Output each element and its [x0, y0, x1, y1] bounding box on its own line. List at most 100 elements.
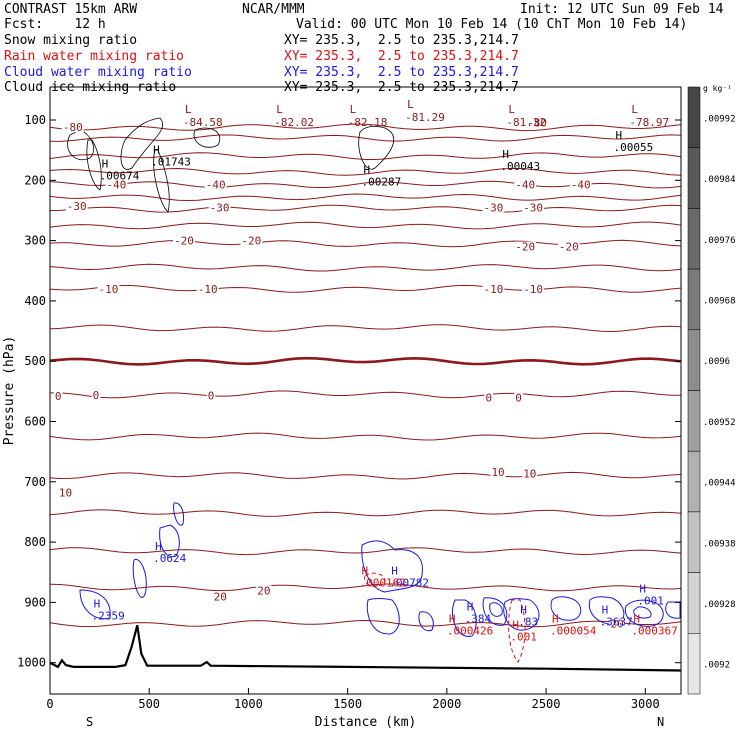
cloud-water-contour [418, 611, 434, 632]
isotherm-label: 0 [55, 390, 62, 403]
colorbar-box [687, 208, 701, 270]
cloud-water-max-value: .384 [465, 612, 492, 625]
isotherm-label: 20 [611, 618, 624, 631]
x-tick-label: 0 [46, 697, 53, 711]
isotherm-label: -30 [210, 201, 230, 214]
colorbar-label: .00984 [703, 175, 736, 185]
y-tick-label: 700 [24, 475, 46, 489]
y-tick-label: 200 [24, 173, 46, 187]
plot-frame [49, 86, 682, 695]
isotherm-line [50, 123, 681, 132]
colorbar-label: .00968 [703, 296, 736, 306]
y-tick-label: 100 [24, 113, 46, 127]
cloud-water-contour [624, 599, 664, 627]
isotherm-line [50, 583, 681, 592]
y-tick-label: 500 [24, 354, 46, 368]
isotherm-line [50, 193, 681, 202]
x-tick-label: 500 [138, 697, 160, 711]
isotherm-label: 10 [59, 487, 72, 500]
tropopause-min-value: -81.29 [405, 111, 445, 124]
x-tick-label: 1500 [333, 697, 362, 711]
rain-max-value: .001 [510, 631, 537, 644]
south-label: S [86, 715, 93, 729]
isotherm-label: -20 [174, 235, 194, 248]
isotherm-label: -40 [106, 179, 126, 192]
isotherm-label: -20 [241, 235, 261, 248]
y-tick-label: 300 [24, 234, 46, 248]
colorbar-box [687, 572, 701, 634]
colorbar-box [687, 390, 701, 452]
cloud-water-contour [132, 558, 147, 598]
x-tick-label: 1000 [234, 697, 263, 711]
field-rain-xy: XY= 235.3, 2.5 to 235.3,214.7 [284, 49, 519, 64]
rain-max-value: .000162 [360, 576, 406, 589]
isotherm-label: 0 [485, 391, 492, 404]
x-tick-label: 2500 [532, 697, 561, 711]
isotherm-line [50, 134, 681, 142]
y-tick-label: 900 [24, 595, 46, 609]
field-rain-name: Rain water mixing ratio [4, 49, 185, 64]
isotherm-label: -20 [515, 241, 535, 254]
x-axis-label: Distance (km) [315, 715, 417, 730]
tropopause-min-marker: L [185, 103, 192, 116]
ice-max-value: .00674 [100, 169, 140, 182]
cloud-water-contour [173, 502, 184, 526]
ice-contour [193, 127, 221, 148]
isotherm-label: 0 [208, 390, 215, 403]
colorbar-box [687, 147, 701, 209]
isotherm-line [50, 356, 681, 366]
cloud-water-max-marker: H [391, 564, 398, 577]
ice-max-marker: H [102, 157, 109, 170]
rain-max-marker: H [552, 613, 559, 626]
rain-max-value: .000367 [631, 625, 677, 638]
institution-label: NCAR/MMM [242, 2, 305, 17]
isotherm-line [50, 509, 681, 517]
ice-contour [86, 139, 102, 191]
colorbar-box [687, 86, 701, 148]
tropopause-min-marker: L [631, 103, 638, 116]
rain-max-marker: H [449, 613, 456, 626]
cloud-water-contour [482, 597, 508, 626]
ice-max-marker: H [502, 148, 509, 161]
init-time: Init: 12 UTC Sun 09 Feb 14 [520, 2, 724, 17]
colorbar-label: .00976 [703, 236, 736, 246]
isotherm-label: -10 [523, 283, 543, 296]
y-tick-label: 1000 [17, 656, 46, 670]
cloud-water-contour [489, 602, 503, 617]
field-snow-name: Snow mixing ratio [4, 33, 138, 48]
colorbar-label: .00952 [703, 418, 736, 428]
cloud-water-max-value: .0624 [153, 552, 186, 565]
x-tick-label: 3000 [631, 697, 660, 711]
ice-max-marker: H [616, 129, 623, 142]
colorbar-label: .00992 [703, 114, 736, 124]
cloud-water-max-value: .3637 [600, 615, 633, 628]
isotherm-label: 10 [491, 466, 504, 479]
rain-contour [508, 599, 526, 663]
ice-max-value: .00043 [500, 160, 540, 173]
isotherm-label: -10 [484, 283, 504, 296]
cloud-water-max-value: .2359 [92, 609, 125, 622]
isotherm-label: 20 [214, 590, 227, 603]
y-tick-label: 800 [24, 535, 46, 549]
cloud-water-max-marker: H [467, 600, 474, 613]
tropopause-min-marker: L [276, 103, 283, 116]
colorbar-label: .0096 [703, 357, 730, 367]
isotherm-label: -80 [63, 121, 83, 134]
isotherm-line [50, 167, 681, 176]
tropopause-min-marker: L [407, 98, 414, 111]
ice-contour [358, 125, 395, 170]
tropopause-min-value: -82.02 [274, 116, 314, 129]
isotherm-label: -80 [527, 116, 547, 129]
model-title: CONTRAST 15km ARW [4, 2, 138, 17]
tropopause-min-value: -84.58 [183, 116, 223, 129]
isotherm-line [50, 221, 681, 230]
isotherm-label: -10 [99, 283, 119, 296]
cloud-water-contour [665, 601, 681, 619]
cloud-water-max-value: .00782 [389, 576, 429, 589]
ice-max-marker: H [153, 143, 160, 156]
tropopause-min-value: -82.18 [348, 116, 388, 129]
cloud-water-contour [633, 606, 652, 619]
ice-max-value: .00055 [614, 141, 654, 154]
tropopause-min-value: -78.97 [629, 116, 669, 129]
isotherm-line [50, 471, 681, 480]
